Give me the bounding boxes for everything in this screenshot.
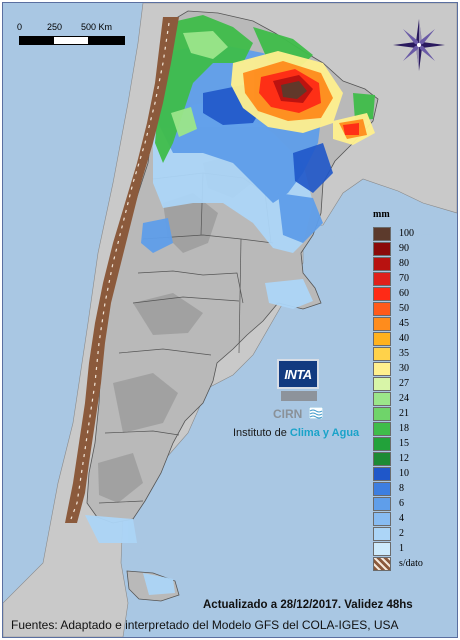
sources-label: Fuentes: Adaptado e interpretado del Mod… (11, 618, 399, 632)
legend-swatch (373, 362, 391, 376)
inta-logo-text: INTA (284, 367, 312, 382)
legend-swatch (373, 347, 391, 361)
legend-swatch (373, 377, 391, 391)
inta-logo: INTA CIRN Instituto de Clima y Agua (233, 359, 363, 443)
legend-swatch (373, 437, 391, 451)
scale-label-0: 0 (17, 22, 23, 32)
updated-label: Actualizado a 28/12/2017. Validez 48hs (203, 599, 413, 611)
legend-label: 21 (399, 408, 409, 419)
legend-unit: mm (373, 209, 390, 220)
legend-swatch (373, 482, 391, 496)
legend-label: 15 (399, 438, 409, 449)
legend-swatch (373, 542, 391, 556)
legend-label: 8 (399, 483, 404, 494)
inta-logo-icon: INTA (277, 359, 319, 389)
legend-swatch (373, 497, 391, 511)
legend-swatch (373, 407, 391, 421)
legend-label: 18 (399, 423, 409, 434)
legend-swatch (373, 527, 391, 541)
legend-swatch (373, 272, 391, 286)
legend-swatch (373, 227, 391, 241)
legend-label: 50 (399, 303, 409, 314)
institute-accent: Clima y Agua (289, 427, 360, 439)
legend-label: 35 (399, 348, 409, 359)
precip-light-green (171, 31, 228, 137)
legend-label: 12 (399, 453, 409, 464)
legend-label: 70 (399, 273, 409, 284)
legend-swatch (373, 512, 391, 526)
legend-label: 6 (399, 498, 404, 509)
institute-label: Instituto de Clima y Agua (233, 427, 359, 439)
legend-label: 90 (399, 243, 409, 254)
legend-label: 27 (399, 378, 409, 389)
legend-swatch (373, 317, 391, 331)
legend-label: 100 (399, 228, 414, 239)
institute-prefix: Instituto de (233, 427, 290, 439)
legend-swatch (373, 557, 391, 571)
scale-label-500: 500 Km (81, 22, 113, 32)
legend-swatch (373, 287, 391, 301)
legend-swatch (373, 302, 391, 316)
precip-max (281, 81, 307, 99)
legend-label: 10 (399, 468, 409, 479)
nodata-strip (65, 17, 179, 523)
legend-swatch (373, 452, 391, 466)
legend-swatch (373, 467, 391, 481)
cirn-label: CIRN (273, 407, 303, 421)
scale-label-250: 250 (47, 22, 63, 32)
legend-label: 4 (399, 513, 404, 524)
legend-label: s/dato (399, 558, 423, 569)
legend-swatch (373, 422, 391, 436)
legend-label: 60 (399, 288, 409, 299)
legend-label: 30 (399, 363, 409, 374)
legend-swatch (373, 242, 391, 256)
legend-swatch (373, 257, 391, 271)
scale-bar (19, 36, 125, 45)
legend-label: 80 (399, 258, 409, 269)
legend-swatch (373, 332, 391, 346)
nodata-pattern (70, 22, 170, 520)
legend-label: 2 (399, 528, 404, 539)
inta-logo-base (281, 391, 317, 401)
legend-label: 40 (399, 333, 409, 344)
compass-rose-icon (393, 19, 445, 71)
cirn-wave-icon (309, 407, 323, 419)
legend-swatch (373, 392, 391, 406)
legend-label: 45 (399, 318, 409, 329)
legend-label: 1 (399, 543, 404, 554)
legend-label: 24 (399, 393, 409, 404)
